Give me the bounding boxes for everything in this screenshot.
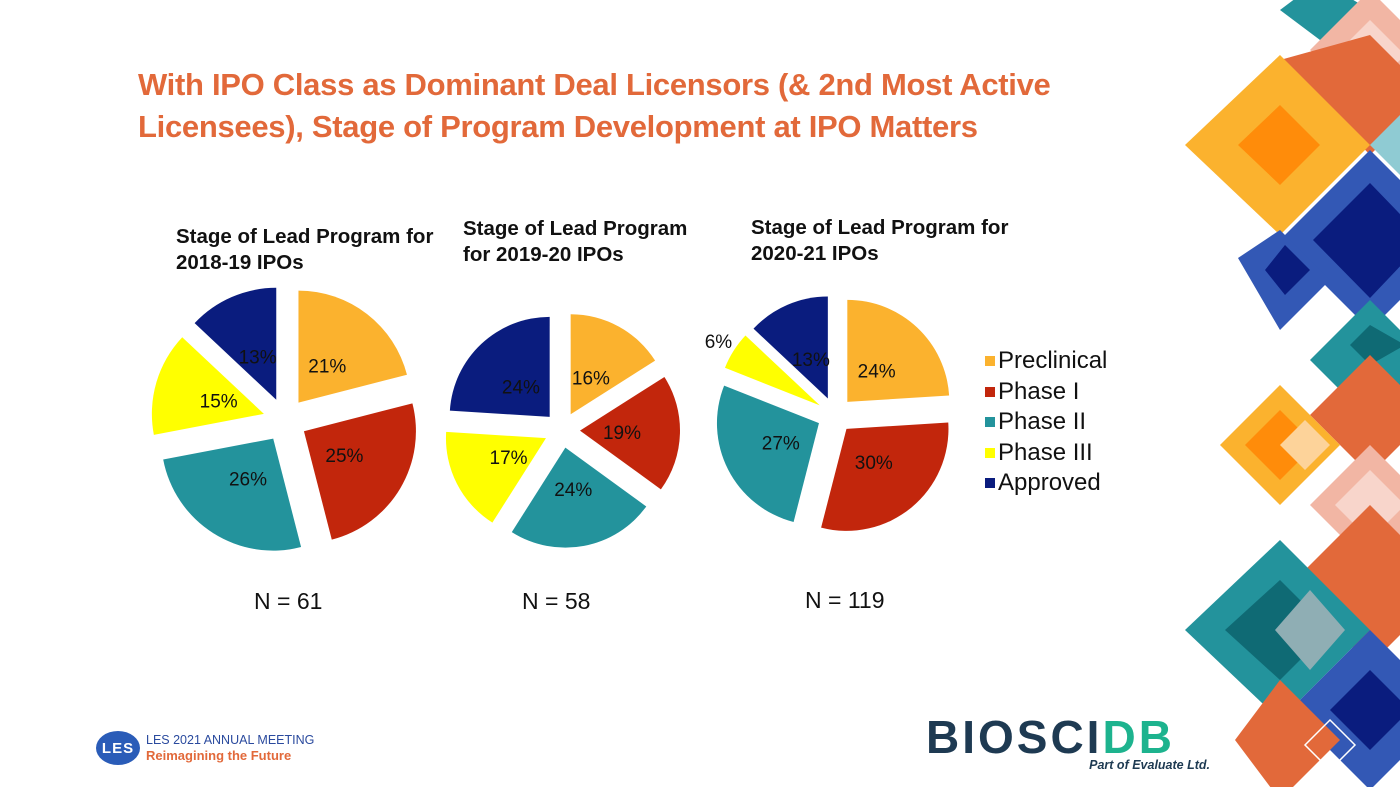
pie-label-approved: 24% xyxy=(502,377,540,398)
pie-slice-phase-iii xyxy=(151,337,264,435)
pie-label-preclinical: 21% xyxy=(308,356,346,377)
decorative-diamond-pattern xyxy=(1185,0,1400,787)
pie-slice-preclinical xyxy=(570,314,656,415)
les-meeting-logo: LES LES 2021 ANNUAL MEETING Reimagining … xyxy=(96,731,314,765)
legend-item-preclinical: Preclinical xyxy=(985,346,1107,377)
pie-label-phase-i: 30% xyxy=(855,453,893,474)
pie-label-preclinical: 24% xyxy=(858,362,896,383)
pie-charts: 21% 25% 26% 15% 13% 16% 19% 24% 17% 24% 24% 30% 27% 6… xyxy=(151,287,950,551)
bioscidb-logo-db: DB xyxy=(1102,711,1175,763)
legend-swatch xyxy=(985,447,995,458)
legend-swatch xyxy=(985,478,995,489)
pie-slice-approved xyxy=(194,287,277,400)
pie-slice-phase-ii xyxy=(163,438,302,551)
legend-label: Approved xyxy=(998,469,1101,497)
les-meeting-title: LES 2021 ANNUAL MEETING xyxy=(146,733,315,747)
pie-slice-preclinical xyxy=(847,299,950,402)
legend-label: Phase III xyxy=(998,438,1093,466)
pie-slice-approved xyxy=(753,296,828,399)
legend-swatch xyxy=(985,386,995,397)
pie-label-approved: 13% xyxy=(792,350,830,371)
pie-label-phase-iii: 6% xyxy=(705,332,733,353)
legend-item-approved: Approved xyxy=(985,468,1107,499)
legend-label: Preclinical xyxy=(998,347,1108,375)
legend-label: Phase I xyxy=(998,377,1080,405)
pie-label-phase-ii: 24% xyxy=(554,480,592,501)
bioscidb-logo-subtitle: Part of Evaluate Ltd. xyxy=(1089,758,1210,772)
legend-item-phase-2: Phase II xyxy=(985,407,1107,438)
pie-slice-phase-iii xyxy=(445,431,546,523)
legend-swatch xyxy=(985,356,995,367)
decorative-diamonds xyxy=(1185,0,1400,787)
pie-slice-phase-ii xyxy=(716,385,819,522)
n-label-2018-19: N = 61 xyxy=(254,588,323,614)
bioscidb-logo-bio: BIO xyxy=(926,711,1017,763)
chart-legend: Preclinical Phase I Phase II Phase III A… xyxy=(985,346,1107,499)
pie-label-phase-ii: 27% xyxy=(762,434,800,455)
les-badge-icon: LES xyxy=(96,731,140,765)
pie-label-preclinical: 16% xyxy=(572,368,610,389)
chart-title-2019-20: Stage of Lead Program for 2019-20 IPOs xyxy=(463,217,688,266)
n-label-2020-21: N = 119 xyxy=(805,587,885,613)
chart-title-2020-21: Stage of Lead Program for 2020-21 IPOs xyxy=(751,216,1009,265)
pie-label-phase-iii: 15% xyxy=(200,392,238,413)
chart-title-2018-19: Stage of Lead Program for 2018-19 IPOs xyxy=(176,225,434,274)
pie-label-phase-ii: 26% xyxy=(229,469,267,490)
pie-slice-approved xyxy=(449,316,550,417)
pie-slice-phase-i xyxy=(821,422,949,531)
pie-label-phase-i: 19% xyxy=(603,423,641,444)
les-meeting-tagline: Reimagining the Future xyxy=(146,748,292,763)
pie-label-phase-i: 25% xyxy=(325,446,363,467)
pie-slice-phase-i xyxy=(579,376,680,490)
legend-label: Phase II xyxy=(998,408,1087,436)
bioscidb-logo: BIOSCIDB Part of Evaluate Ltd. xyxy=(926,708,1216,774)
bioscidb-logo-sci: SCI xyxy=(1016,711,1103,763)
pie-slice-phase-i xyxy=(303,403,416,540)
n-label-2019-20: N = 58 xyxy=(522,588,591,614)
pie-slice-phase-ii xyxy=(511,447,647,548)
pie-slice-phase-iii xyxy=(724,335,820,406)
legend-item-phase-3: Phase III xyxy=(985,438,1107,469)
legend-swatch xyxy=(985,417,995,428)
pie-label-approved: 13% xyxy=(239,348,277,369)
legend-item-phase-1: Phase I xyxy=(985,377,1107,408)
slide-title: With IPO Class as Dominant Deal Licensor… xyxy=(138,67,1051,144)
pie-slice-preclinical xyxy=(298,290,407,403)
pie-label-phase-iii: 17% xyxy=(490,448,528,469)
